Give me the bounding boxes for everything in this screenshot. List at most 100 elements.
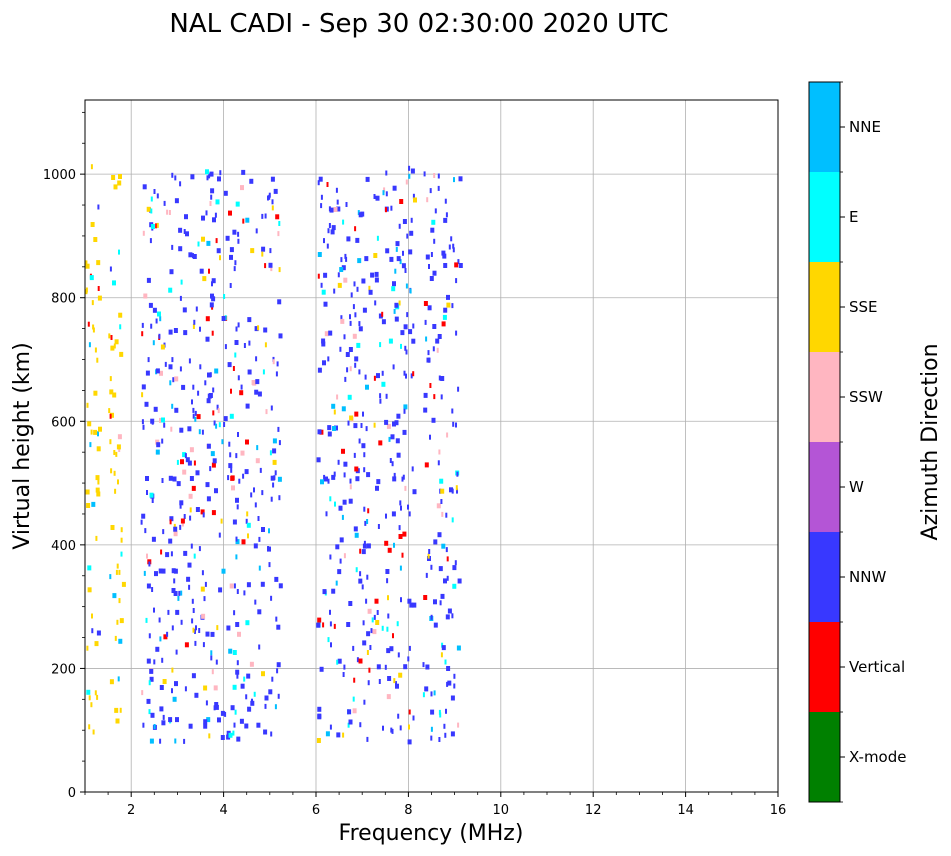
echo-point bbox=[153, 607, 155, 613]
echo-point bbox=[329, 496, 332, 502]
echo-point bbox=[180, 459, 184, 465]
echo-point bbox=[202, 276, 207, 282]
echo-point bbox=[247, 706, 252, 712]
echo-point bbox=[336, 732, 341, 738]
echo-point bbox=[110, 525, 115, 530]
echo-point bbox=[189, 476, 194, 481]
echo-point bbox=[246, 522, 251, 528]
echo-point bbox=[336, 206, 341, 212]
y-tick-label: 800 bbox=[51, 292, 76, 307]
echo-point bbox=[392, 633, 394, 639]
colorbar-segment bbox=[809, 712, 840, 802]
echo-point bbox=[327, 356, 330, 362]
echo-point bbox=[365, 426, 368, 432]
echo-point bbox=[385, 569, 390, 574]
colorbar-label: NNW bbox=[849, 568, 886, 586]
echo-point bbox=[270, 176, 275, 182]
echo-point bbox=[358, 578, 363, 584]
echo-point bbox=[146, 277, 151, 283]
echo-point bbox=[366, 574, 369, 580]
echo-point bbox=[206, 443, 211, 449]
echo-point bbox=[411, 466, 414, 472]
echo-point bbox=[241, 169, 246, 175]
echo-point bbox=[184, 642, 189, 648]
echo-point bbox=[320, 194, 323, 200]
echo-point bbox=[430, 614, 433, 620]
echo-point bbox=[438, 566, 443, 572]
echo-point bbox=[381, 311, 384, 317]
echo-point bbox=[391, 511, 396, 517]
echo-point bbox=[443, 723, 446, 729]
echo-point bbox=[402, 429, 407, 435]
echo-point bbox=[183, 738, 186, 744]
echo-point bbox=[388, 436, 391, 442]
echo-point bbox=[397, 713, 400, 719]
echo-point bbox=[147, 357, 150, 363]
echo-point bbox=[410, 373, 413, 379]
echo-point bbox=[425, 254, 430, 260]
echo-point bbox=[229, 283, 232, 288]
echo-point bbox=[248, 340, 251, 346]
echo-point bbox=[220, 518, 223, 524]
echo-point bbox=[219, 255, 221, 261]
echo-point bbox=[155, 646, 160, 652]
echo-point bbox=[168, 287, 173, 293]
echo-point bbox=[110, 345, 115, 351]
echo-point bbox=[93, 429, 98, 435]
echo-point bbox=[365, 384, 369, 390]
echo-point bbox=[317, 367, 322, 373]
echo-point bbox=[159, 685, 164, 690]
echo-point bbox=[335, 544, 340, 550]
echo-point bbox=[183, 514, 186, 519]
echo-point bbox=[366, 631, 371, 637]
echo-point bbox=[433, 599, 437, 605]
echo-point bbox=[90, 222, 95, 227]
echo-point bbox=[381, 625, 384, 631]
echo-point bbox=[329, 207, 334, 213]
echo-point bbox=[345, 256, 348, 262]
echo-point bbox=[430, 564, 433, 570]
echo-point bbox=[387, 547, 392, 553]
echo-point bbox=[240, 384, 243, 390]
echo-point bbox=[192, 324, 195, 329]
echo-point bbox=[373, 253, 378, 258]
echo-point bbox=[145, 617, 148, 623]
echo-point bbox=[262, 369, 265, 375]
echo-point bbox=[427, 305, 432, 311]
echo-point bbox=[381, 370, 384, 376]
echo-point bbox=[166, 631, 169, 637]
echo-point bbox=[398, 672, 403, 678]
echo-point bbox=[386, 694, 391, 700]
echo-point bbox=[96, 630, 101, 636]
echo-point bbox=[354, 356, 359, 362]
echo-point bbox=[356, 657, 359, 663]
echo-point bbox=[255, 228, 258, 234]
echo-point bbox=[143, 570, 146, 576]
echo-point bbox=[327, 478, 330, 484]
echo-point bbox=[376, 373, 380, 379]
echo-point bbox=[117, 434, 122, 440]
echo-point bbox=[437, 185, 440, 191]
echo-point bbox=[141, 690, 144, 696]
echo-point bbox=[160, 549, 163, 555]
echo-point bbox=[373, 194, 376, 199]
echo-point bbox=[349, 415, 354, 421]
echo-point bbox=[188, 584, 191, 590]
echo-point bbox=[332, 426, 336, 431]
echo-point bbox=[232, 650, 237, 655]
echo-point bbox=[245, 217, 250, 223]
echo-point bbox=[327, 431, 332, 437]
echo-point bbox=[168, 538, 173, 544]
echo-point bbox=[174, 681, 178, 687]
echo-point bbox=[408, 709, 411, 715]
echo-point bbox=[210, 293, 214, 299]
echo-point bbox=[169, 516, 174, 522]
echo-point bbox=[320, 203, 323, 209]
echo-point bbox=[452, 421, 455, 427]
echo-point bbox=[117, 479, 119, 485]
echo-point bbox=[187, 460, 192, 466]
echo-point bbox=[88, 342, 91, 348]
echo-point bbox=[168, 717, 173, 723]
echo-point bbox=[87, 321, 90, 327]
echo-point bbox=[389, 256, 394, 262]
